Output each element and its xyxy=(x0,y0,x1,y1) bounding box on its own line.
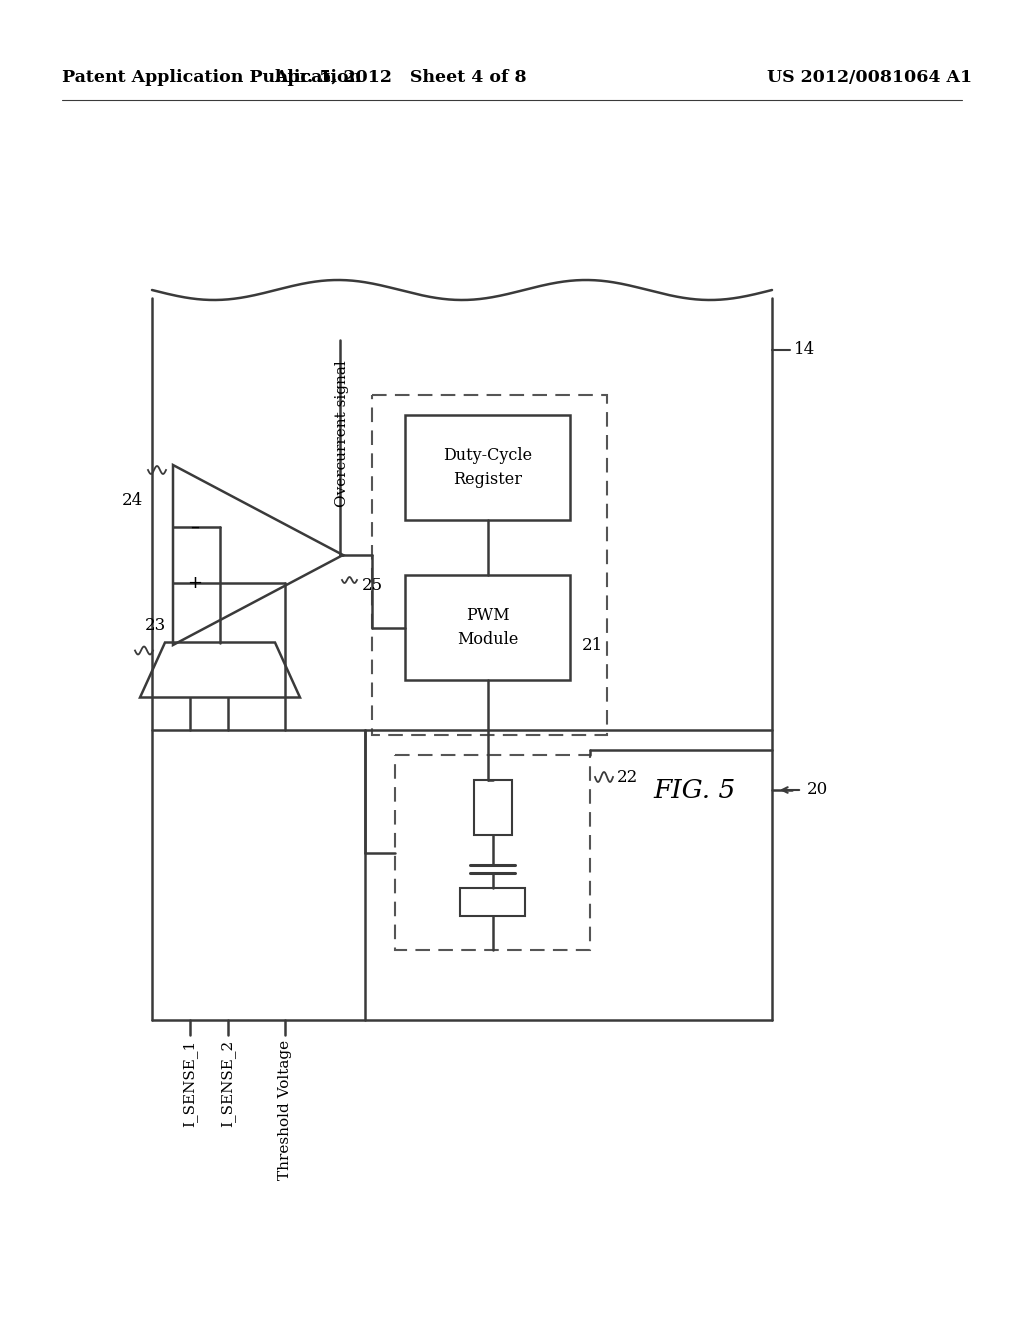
Bar xyxy=(460,888,525,916)
Bar xyxy=(395,755,590,950)
Text: 14: 14 xyxy=(794,342,815,359)
Text: I_SENSE_1: I_SENSE_1 xyxy=(182,1040,198,1127)
Text: PWM
Module: PWM Module xyxy=(457,607,518,648)
Text: US 2012/0081064 A1: US 2012/0081064 A1 xyxy=(767,70,973,87)
Bar xyxy=(406,414,570,520)
Text: –: – xyxy=(190,517,200,536)
Bar xyxy=(406,576,570,680)
Text: +: + xyxy=(187,574,203,591)
Text: Apr. 5, 2012   Sheet 4 of 8: Apr. 5, 2012 Sheet 4 of 8 xyxy=(273,70,526,87)
Text: 23: 23 xyxy=(145,618,166,635)
Text: 25: 25 xyxy=(362,577,383,594)
Text: FIG. 5: FIG. 5 xyxy=(654,777,736,803)
Text: Threshold Voltage: Threshold Voltage xyxy=(278,1040,292,1180)
Text: 24: 24 xyxy=(122,492,143,510)
Text: Patent Application Publication: Patent Application Publication xyxy=(62,70,361,87)
Bar xyxy=(473,780,512,836)
Text: 20: 20 xyxy=(807,781,828,799)
Text: 21: 21 xyxy=(582,638,603,653)
Text: 22: 22 xyxy=(617,768,638,785)
Text: Duty-Cycle
Register: Duty-Cycle Register xyxy=(443,446,532,488)
Text: Overcurrent signal: Overcurrent signal xyxy=(335,360,349,507)
Text: I_SENSE_2: I_SENSE_2 xyxy=(220,1040,236,1127)
Bar xyxy=(372,395,607,735)
